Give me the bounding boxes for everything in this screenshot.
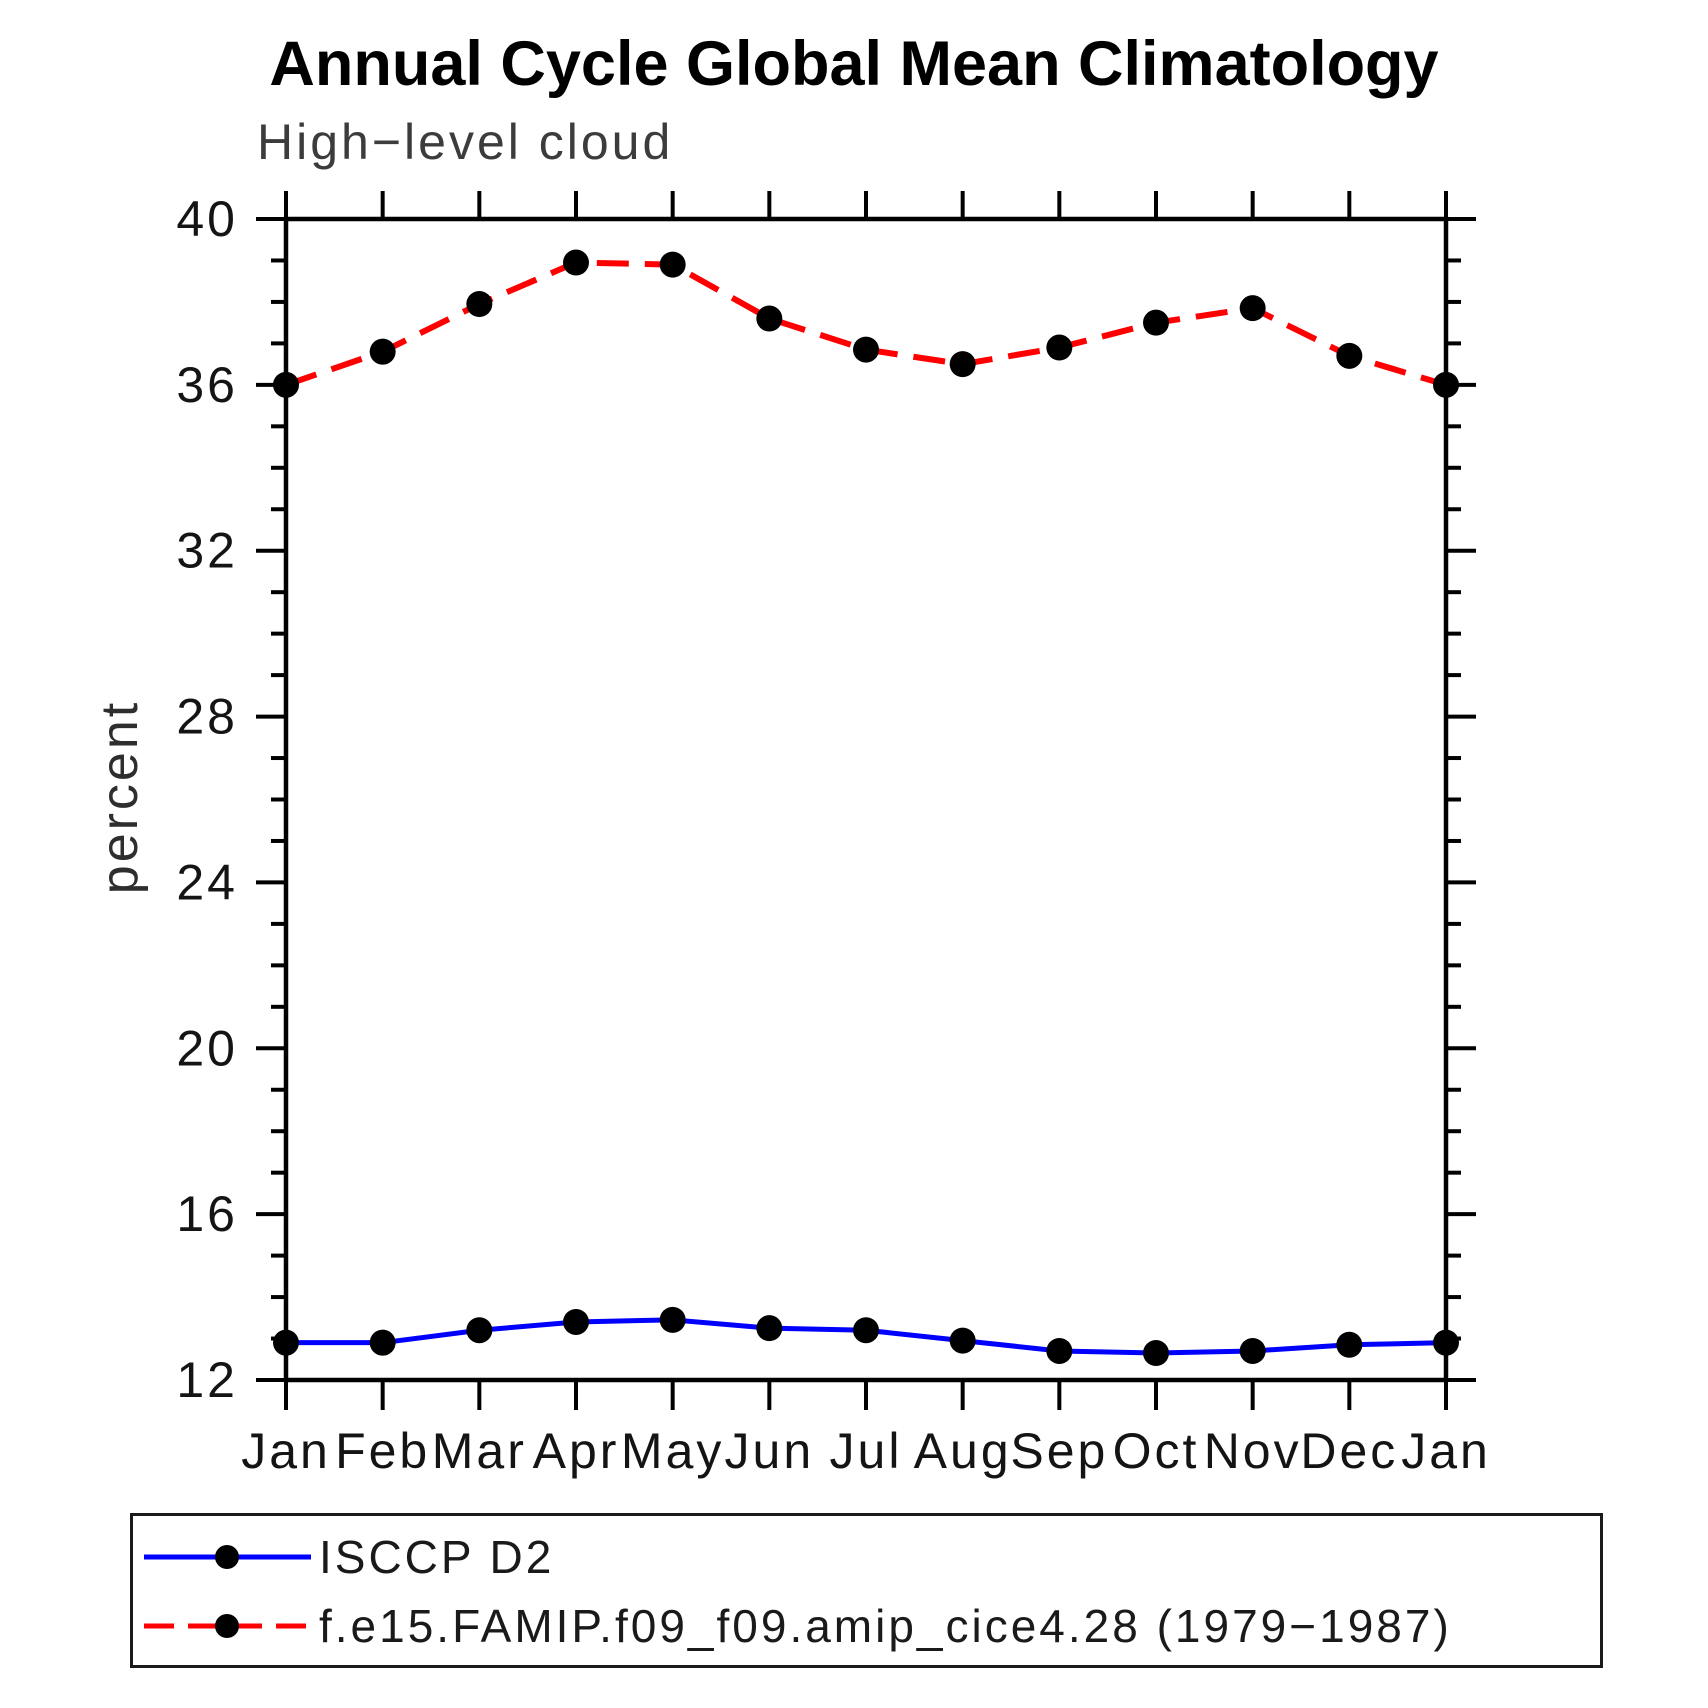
data-point-isccp-d2	[1046, 1337, 1073, 1364]
data-point-isccp-d2	[949, 1327, 976, 1354]
x-axis-month-label: Jan	[241, 1423, 331, 1479]
series-line-f-e15-famip-f09-f09-amip-cice4-28-1979-1987	[285, 259, 1447, 388]
y-axis-label: percent	[91, 699, 149, 895]
x-axis-month-label: Sep	[1010, 1423, 1108, 1479]
data-point-isccp-d2	[1336, 1331, 1363, 1358]
data-point-isccp-d2	[1143, 1340, 1169, 1367]
data-point-isccp-d2	[659, 1306, 686, 1333]
legend-key-isccp-d2	[144, 1545, 311, 1569]
data-point-f-e15-famip-f09-f09-amip-cice4-28-1979-1987	[1046, 334, 1073, 361]
x-axis-month-label: Dec	[1300, 1423, 1398, 1479]
data-point-f-e15-famip-f09-f09-amip-cice4-28-1979-1987	[273, 371, 299, 398]
y-axis-tick-label: 20	[176, 1020, 238, 1076]
legend-key-model-run	[144, 1614, 311, 1638]
x-axis-month-label: Feb	[335, 1423, 430, 1479]
y-axis-tick-label: 32	[176, 523, 238, 579]
plot-frame	[283, 216, 1449, 1383]
data-point-isccp-d2	[466, 1317, 493, 1344]
x-axis-month-label: May	[621, 1423, 724, 1479]
chart-title: Annual Cycle Global Mean Climatology	[269, 29, 1439, 99]
data-point-f-e15-famip-f09-f09-amip-cice4-28-1979-1987	[1239, 295, 1266, 322]
data-point-f-e15-famip-f09-f09-amip-cice4-28-1979-1987	[756, 305, 783, 332]
chart-subtitle: High−level cloud	[257, 114, 674, 170]
legend-label-model-run: f.e15.FAMIP.f09_f09.amip_cice4.28 (1979−…	[319, 1600, 1452, 1652]
data-point-f-e15-famip-f09-f09-amip-cice4-28-1979-1987	[949, 351, 976, 378]
data-point-isccp-d2	[853, 1317, 879, 1344]
x-axis-month-label: Mar	[432, 1423, 527, 1479]
y-axis-tick-label: 40	[176, 191, 238, 247]
data-point-f-e15-famip-f09-f09-amip-cice4-28-1979-1987	[1143, 309, 1169, 336]
y-axis-tick-label: 28	[176, 689, 238, 745]
y-axis-tick-label: 36	[176, 357, 238, 413]
x-axis-month-label: Oct	[1113, 1423, 1200, 1479]
data-point-isccp-d2	[563, 1308, 589, 1335]
x-axis-month-label: Aug	[914, 1423, 1012, 1479]
legend-item-isccp-d2: ISCCP D2	[137, 1531, 555, 1583]
data-point-f-e15-famip-f09-f09-amip-cice4-28-1979-1987	[1433, 371, 1459, 398]
x-axis-month-label: Jul	[830, 1423, 903, 1479]
data-point-f-e15-famip-f09-f09-amip-cice4-28-1979-1987	[1336, 342, 1363, 369]
data-point-isccp-d2	[756, 1315, 783, 1342]
y-axis-tick-label: 16	[176, 1186, 238, 1242]
legend: ISCCP D2 f.e15.FAMIP.f09_f09.amip_cice4.…	[130, 1513, 1603, 1668]
x-axis-month-label: Jun	[725, 1423, 815, 1479]
data-point-f-e15-famip-f09-f09-amip-cice4-28-1979-1987	[563, 249, 589, 276]
x-axis-month-label: Apr	[533, 1423, 620, 1479]
legend-label-isccp-d2: ISCCP D2	[319, 1531, 555, 1583]
x-axis-month-label: Jan	[1401, 1423, 1491, 1479]
data-point-f-e15-famip-f09-f09-amip-cice4-28-1979-1987	[853, 336, 879, 363]
data-point-isccp-d2	[273, 1329, 299, 1356]
data-point-f-e15-famip-f09-f09-amip-cice4-28-1979-1987	[659, 251, 686, 278]
data-point-f-e15-famip-f09-f09-amip-cice4-28-1979-1987	[369, 338, 396, 365]
data-point-isccp-d2	[1239, 1337, 1266, 1364]
y-axis-tick-label: 24	[176, 854, 238, 910]
y-axis-tick-label: 12	[176, 1352, 238, 1408]
legend-marker-dot	[215, 1614, 239, 1638]
data-point-f-e15-famip-f09-f09-amip-cice4-28-1979-1987	[466, 291, 493, 318]
x-axis-month-label: Nov	[1204, 1423, 1302, 1479]
legend-marker-dot	[215, 1545, 239, 1569]
data-point-isccp-d2	[1433, 1329, 1459, 1356]
legend-item-model-run: f.e15.FAMIP.f09_f09.amip_cice4.28 (1979−…	[137, 1600, 1452, 1652]
data-point-isccp-d2	[369, 1329, 396, 1356]
